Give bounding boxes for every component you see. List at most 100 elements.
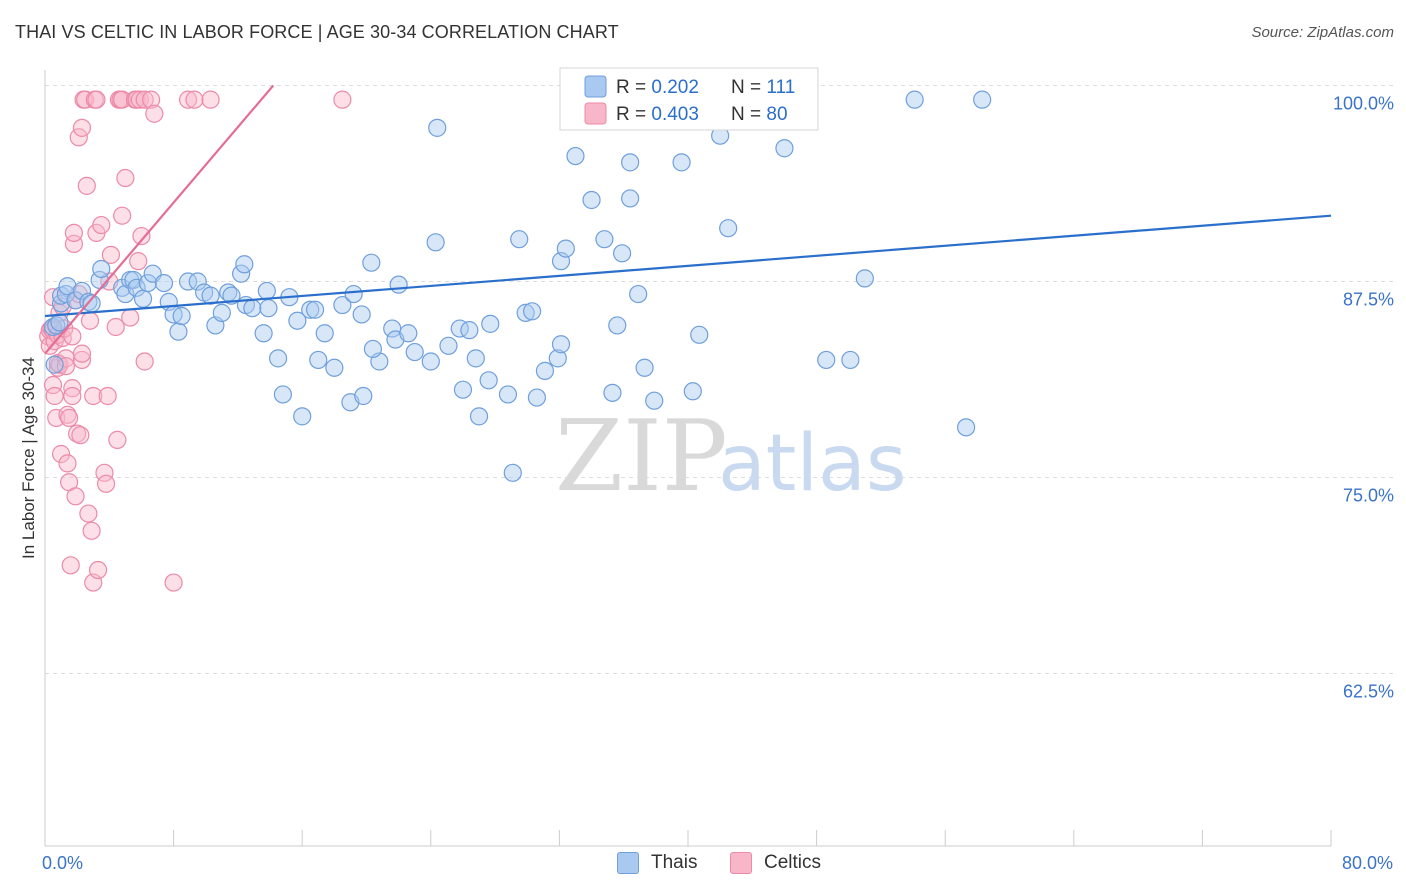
thais-point <box>268 349 288 368</box>
legend-r-label-thais: R = <box>616 77 651 98</box>
celtics-point <box>145 104 164 123</box>
thais-point <box>566 146 585 166</box>
celtics-point <box>82 521 101 540</box>
thais-point <box>212 303 231 322</box>
y-tick-label: 75.0% <box>1343 486 1394 506</box>
svg-text:R = 0.403: R = 0.403 <box>616 104 699 125</box>
thais-point <box>45 355 64 374</box>
thais-point <box>621 189 640 208</box>
thais-trend-line <box>44 214 1332 318</box>
y-axis-label: In Labor Force | Age 30-34 <box>19 357 38 559</box>
thais-point <box>389 275 408 294</box>
celtics-point <box>185 90 204 109</box>
y-tick-label: 62.5% <box>1343 682 1394 702</box>
legend-item-thais[interactable]: Thais <box>617 852 697 874</box>
celtics-point <box>201 90 220 109</box>
thais-point <box>498 385 518 404</box>
celtics-point <box>72 118 92 137</box>
celtics-point <box>141 90 161 109</box>
thais-point <box>315 324 334 343</box>
thais-point <box>690 325 709 344</box>
thais-point <box>453 380 473 399</box>
y-tick-labels: 100.0% 87.5% 75.0% 62.5% <box>1333 94 1394 702</box>
legend-item-celtics[interactable]: Celtics <box>730 852 821 874</box>
thais-point <box>719 219 738 238</box>
celtics-point <box>47 408 66 428</box>
celtics-point <box>72 350 92 370</box>
thais-point <box>439 336 458 355</box>
thais-point <box>855 269 874 288</box>
watermark-zip: ZIP <box>555 400 728 514</box>
thais-point <box>405 342 424 362</box>
celtics-point <box>121 308 140 327</box>
thais-point <box>133 289 153 308</box>
celtics-point <box>135 352 154 371</box>
celtics-point <box>56 357 75 376</box>
thais-point <box>92 259 111 279</box>
thais-point <box>612 244 632 263</box>
x-tick-label: 0.0% <box>42 853 83 873</box>
thais-point <box>683 382 702 401</box>
gridlines <box>45 85 1395 675</box>
thais-point <box>72 281 92 301</box>
thais-point <box>548 349 567 368</box>
source-label: Source: ZipAtlas.com <box>1251 24 1394 41</box>
axes <box>44 70 1332 847</box>
celtics-point <box>84 386 103 406</box>
celtics-point <box>132 226 151 246</box>
thais-point <box>510 230 529 249</box>
legend-label-celtics: Celtics <box>764 852 822 873</box>
thais-point <box>460 321 479 340</box>
thais-point <box>645 391 664 410</box>
celtics-point <box>51 444 71 464</box>
thais-point <box>582 190 601 210</box>
thais-point <box>428 118 447 137</box>
celtics-point <box>88 560 108 580</box>
watermark: ZIP atlas <box>555 400 907 514</box>
thais-point <box>58 277 77 296</box>
thais-point <box>363 339 383 359</box>
celtics-point <box>63 327 82 346</box>
thais-point <box>775 139 794 158</box>
legend-n-label-celtics: N = <box>731 104 766 125</box>
thais-point <box>47 316 66 335</box>
series-legend: Thais Celtics <box>0 852 1406 878</box>
thais-point <box>817 350 836 370</box>
thais-point <box>522 302 542 321</box>
thais-point <box>178 272 198 291</box>
watermark-atlas: atlas <box>718 419 907 509</box>
thais-point <box>516 303 535 322</box>
thais-point <box>354 386 373 406</box>
celtics-point <box>80 311 100 330</box>
thais-point <box>116 284 135 304</box>
legend-n-label-thais: N = <box>731 77 766 98</box>
celtics-point <box>116 168 135 188</box>
x-tick-labels: 0.0% 80.0% <box>42 853 1393 873</box>
celtics-point <box>108 430 127 449</box>
thais-point <box>635 358 654 377</box>
celtics-trend-line <box>44 84 275 355</box>
celtics-point <box>45 386 64 406</box>
thais-point <box>344 284 363 304</box>
celtics-point <box>63 379 82 398</box>
thais-point <box>426 233 445 252</box>
thais-point <box>479 371 498 390</box>
thais-point <box>352 305 371 324</box>
thais-point <box>172 306 191 326</box>
thais-point <box>905 90 924 109</box>
thais-point <box>608 316 627 335</box>
celtics-point <box>333 90 352 109</box>
thais-point <box>254 324 273 343</box>
thais-point <box>235 255 254 274</box>
thais-point <box>621 153 640 172</box>
thais-point <box>127 278 146 297</box>
thais-point <box>301 300 320 319</box>
thais-point <box>556 239 575 258</box>
legend-swatch-thais <box>617 852 639 874</box>
legend-swatch-celtics <box>584 102 607 125</box>
thais-point <box>672 153 691 172</box>
thais-point <box>629 284 648 304</box>
celtics-point <box>60 408 79 428</box>
celtics-point <box>96 474 116 493</box>
